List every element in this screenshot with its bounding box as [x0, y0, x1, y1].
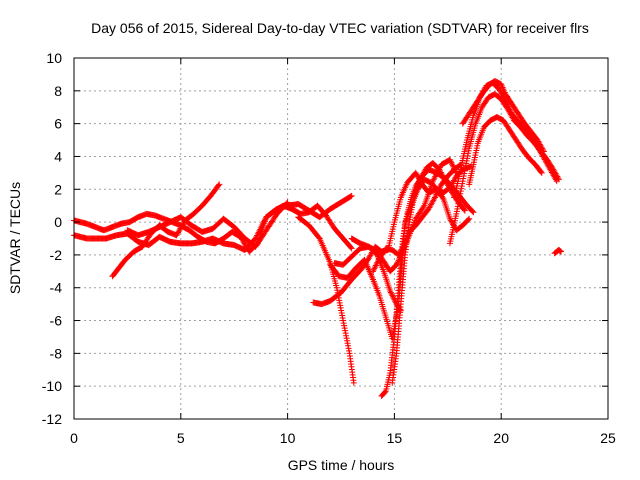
data-point: [540, 148, 547, 155]
data-point: [506, 106, 513, 113]
y-tick-label: 6: [54, 116, 62, 132]
y-tick-label: 4: [54, 148, 62, 164]
series-track: [466, 114, 545, 188]
data-point: [388, 290, 395, 297]
x-axis-title: GPS time / hours: [288, 457, 395, 473]
data-point: [432, 193, 439, 200]
data-point: [375, 258, 382, 265]
data-point: [382, 389, 389, 396]
y-axis-title: SDTVAR / TECUs: [7, 182, 23, 294]
series-track: [459, 77, 547, 155]
data-point: [553, 178, 560, 185]
y-tick-label: -6: [50, 313, 63, 329]
data-point: [347, 244, 354, 251]
data-point: [537, 168, 544, 175]
data-point: [350, 379, 357, 386]
data-point: [434, 188, 441, 195]
y-tick-label: -2: [50, 247, 63, 263]
data-point: [469, 208, 476, 215]
x-tick-label: 5: [177, 430, 185, 446]
data-point: [434, 190, 441, 197]
y-tick-label: -12: [42, 411, 62, 427]
data-point: [446, 156, 453, 163]
x-tick-labels: 0 5 10 15 20 25: [70, 430, 616, 446]
data-point: [436, 185, 443, 192]
data-points: [71, 77, 565, 400]
series-track: [551, 246, 565, 257]
data-point: [439, 194, 446, 201]
data-point: [348, 245, 355, 252]
data-point: [370, 266, 377, 273]
data-point: [449, 162, 456, 169]
data-point: [283, 200, 290, 207]
data-point: [372, 262, 379, 269]
data-point: [216, 181, 223, 188]
data-point: [284, 199, 291, 206]
data-point: [391, 296, 398, 303]
data-point: [397, 247, 404, 254]
y-tick-label: -4: [50, 280, 63, 296]
data-point: [465, 216, 472, 223]
data-point: [447, 158, 454, 165]
data-point: [387, 289, 394, 296]
data-point: [506, 104, 513, 111]
data-point: [374, 259, 381, 266]
series-track: [109, 181, 223, 280]
chart-title: Day 056 of 2015, Sidereal Day-to-day VTE…: [91, 20, 589, 36]
data-point: [558, 248, 565, 255]
y-tick-labels: -12 -10 -8 -6 -4 -2 0 2 4 6 8 10: [42, 50, 62, 427]
y-tick-label: 8: [54, 83, 62, 99]
data-point: [435, 187, 442, 194]
data-point: [348, 192, 355, 199]
data-point: [461, 207, 468, 214]
data-point: [538, 169, 545, 176]
y-tick-label: -10: [42, 378, 62, 394]
data-point: [370, 268, 377, 275]
data-point: [449, 161, 456, 168]
y-tick-label: 0: [54, 214, 62, 230]
data-point: [347, 193, 354, 200]
x-tick-label: 20: [493, 430, 509, 446]
data-point: [373, 261, 380, 268]
data-point: [387, 288, 394, 295]
data-point: [540, 147, 547, 154]
data-point: [436, 184, 443, 191]
data-point: [448, 159, 455, 166]
data-point: [552, 176, 559, 183]
data-point: [215, 182, 222, 189]
y-tick-label: -8: [50, 345, 63, 361]
series-track: [124, 199, 291, 250]
data-point: [433, 191, 440, 198]
series-track: [348, 156, 460, 275]
x-tick-label: 15: [387, 430, 403, 446]
data-point: [556, 247, 563, 254]
plot-frame: [73, 57, 609, 420]
data-point: [372, 263, 379, 270]
data-point: [505, 103, 512, 110]
data-point: [389, 293, 396, 300]
data-point: [504, 102, 511, 109]
data-point: [393, 261, 400, 268]
data-point: [461, 206, 468, 213]
axis-ticks: [73, 57, 609, 420]
y-tick-label: 2: [54, 181, 62, 197]
data-point: [431, 194, 438, 201]
x-tick-label: 0: [70, 430, 78, 446]
data-point: [503, 99, 510, 106]
y-tick-label: 10: [46, 50, 62, 66]
x-tick-label: 10: [280, 430, 296, 446]
data-point: [371, 265, 378, 272]
data-point: [507, 107, 514, 114]
data-point: [466, 215, 473, 222]
data-point: [470, 209, 477, 216]
x-tick-label: 25: [600, 430, 616, 446]
data-point: [557, 248, 564, 255]
series-track: [451, 79, 560, 201]
data-point: [420, 203, 427, 210]
data-point: [394, 258, 401, 265]
data-point: [389, 292, 396, 299]
